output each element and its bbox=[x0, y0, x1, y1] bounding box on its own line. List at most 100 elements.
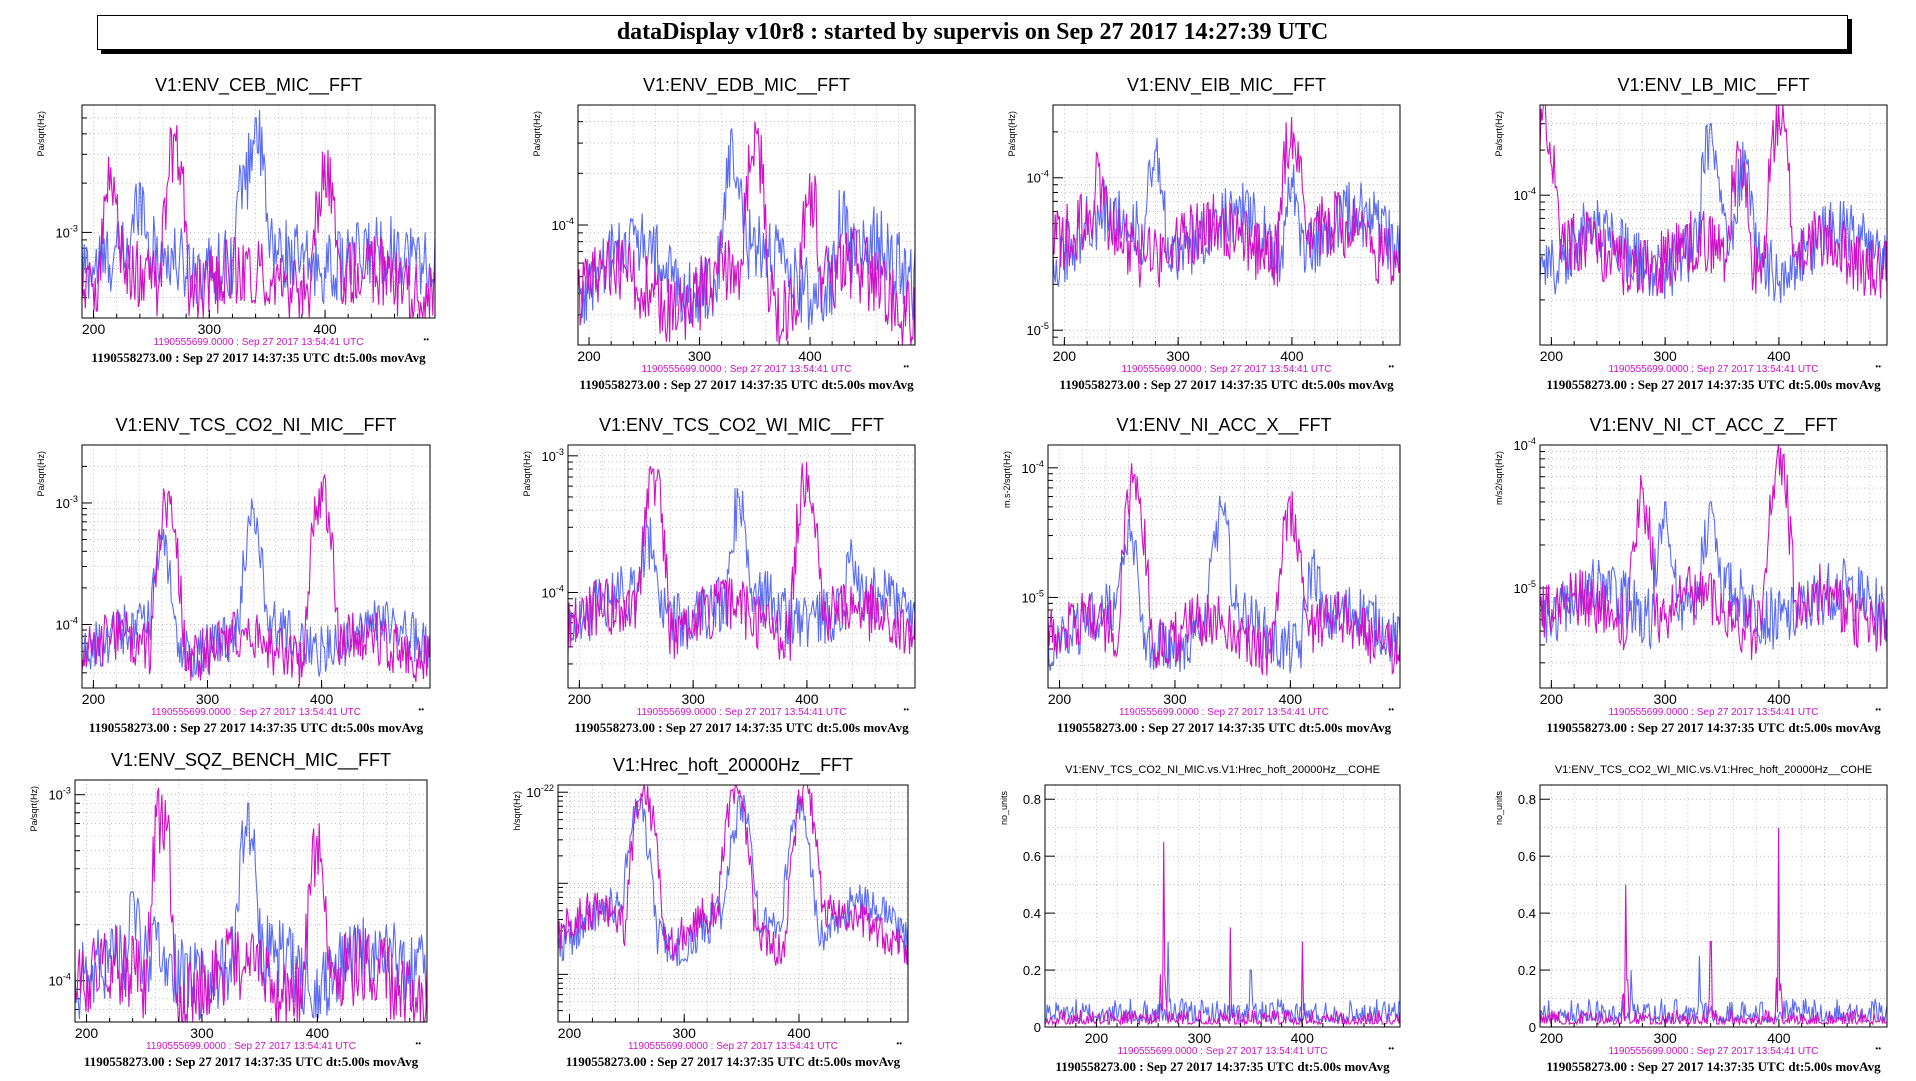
x-tick-label: 300 bbox=[1653, 1030, 1677, 1046]
chart-panel: V1:ENV_TCS_CO2_NI_MIC__FFT Pa/sqrt(Hz) 200… bbox=[36, 415, 431, 735]
chart-title: V1:ENV_TCS_CO2_NI_MIC.vs.V1:Hrec_hoft_20… bbox=[1065, 764, 1380, 776]
reference-text: 1190555699.0000 : Sep 27 2017 13:54:41 U… bbox=[642, 364, 852, 375]
y-tick-label: 0.6 bbox=[1023, 849, 1041, 864]
x-tick-label: 200 bbox=[82, 691, 106, 707]
plot-border bbox=[74, 779, 428, 1023]
chart-panel: V1:ENV_TCS_CO2_NI_MIC.vs.V1:Hrec_hoft_20… bbox=[999, 764, 1401, 1074]
y-tick-label: 10-3 bbox=[55, 223, 78, 240]
footer-text: 1190558273.00 : Sep 27 2017 14:37:35 UTC… bbox=[84, 1054, 419, 1069]
y-axis-label: Pa/sqrt(Hz) bbox=[532, 111, 542, 157]
x-tick-label: 300 bbox=[190, 1025, 214, 1041]
footer-text: 1190558273.00 : Sep 27 2017 14:37:35 UTC… bbox=[1057, 720, 1392, 735]
x-tick-label: 300 bbox=[673, 1025, 697, 1041]
y-axis-label: Pa/sqrt(Hz) bbox=[522, 451, 532, 497]
x-tick-label: 400 bbox=[1279, 691, 1303, 707]
series-current bbox=[74, 802, 428, 1020]
y-axis-label: Pa/sqrt(Hz) bbox=[29, 786, 39, 832]
plot-border bbox=[557, 784, 909, 1023]
x-tick-label: 400 bbox=[1767, 691, 1791, 707]
grid bbox=[1048, 445, 1400, 688]
series-reference bbox=[81, 473, 431, 686]
series-reference bbox=[81, 124, 436, 319]
chart-title: V1:ENV_EIB_MIC__FFT bbox=[1127, 75, 1326, 96]
axis-marker: •• bbox=[1875, 705, 1881, 714]
footer-text: 1190558273.00 : Sep 27 2017 14:37:35 UTC… bbox=[574, 720, 909, 735]
footer-text: 1190558273.00 : Sep 27 2017 14:37:35 UTC… bbox=[1055, 1059, 1390, 1074]
chart-title: V1:ENV_TCS_CO2_NI_MIC__FFT bbox=[115, 415, 396, 436]
x-tick-label: 200 bbox=[1540, 1030, 1564, 1046]
x-tick-label: 400 bbox=[787, 1025, 811, 1041]
footer-text: 1190558273.00 : Sep 27 2017 14:37:35 UTC… bbox=[1546, 1059, 1881, 1074]
chart-title: V1:ENV_CEB_MIC__FFT bbox=[155, 75, 362, 96]
y-tick-label: 10-4 bbox=[1026, 169, 1049, 186]
chart-panel: V1:ENV_NI_ACC_X__FFT m.s-2/sqrt(Hz) 200 300… bbox=[1002, 415, 1401, 735]
plot-frame bbox=[1047, 444, 1401, 689]
y-tick-label: 10-4 bbox=[1021, 459, 1044, 476]
display-title: dataDisplay v10r8 : started by supervis … bbox=[616, 19, 1329, 45]
plot-border bbox=[577, 104, 916, 346]
y-tick-label: 0.2 bbox=[1518, 963, 1536, 978]
plot-frame bbox=[1539, 784, 1888, 1028]
x-tick-label: 400 bbox=[313, 321, 337, 337]
x-tick-label: 400 bbox=[1767, 1030, 1791, 1046]
axis-marker: •• bbox=[418, 705, 424, 714]
chart-panel: V1:ENV_LB_MIC__FFT Pa/sqrt(Hz) 200 300 400 10… bbox=[1494, 75, 1888, 392]
reference-text: 1190555699.0000 : Sep 27 2017 13:54:41 U… bbox=[151, 707, 361, 718]
x-tick-label: 400 bbox=[310, 691, 334, 707]
footer-text: 1190558273.00 : Sep 27 2017 14:37:35 UTC… bbox=[91, 350, 426, 365]
grid bbox=[82, 445, 430, 689]
footer-text: 1190558273.00 : Sep 27 2017 14:37:35 UTC… bbox=[89, 720, 424, 735]
plot-border bbox=[1539, 784, 1888, 1028]
chart-panel: V1:ENV_TCS_CO2_WI_MIC.vs.V1:Hrec_hoft_20… bbox=[1494, 764, 1888, 1074]
x-tick-label: 200 bbox=[1540, 691, 1564, 707]
plot-border bbox=[1052, 104, 1401, 346]
x-tick-label: 400 bbox=[795, 691, 819, 707]
y-axis-label: Pa/sqrt(Hz) bbox=[1494, 111, 1504, 157]
reference-text: 1190555699.0000 : Sep 27 2017 13:54:41 U… bbox=[1118, 1046, 1328, 1057]
y-axis-label: h/sqrt(Hz) bbox=[512, 791, 522, 831]
series-current bbox=[1047, 495, 1401, 673]
axis-marker: •• bbox=[1875, 1044, 1881, 1053]
chart-panel: V1:ENV_NI_CT_ACC_Z__FFT m/s2/sqrt(Hz) 200 3… bbox=[1494, 415, 1888, 735]
y-tick-label: 0 bbox=[1034, 1020, 1041, 1035]
reference-text: 1190555699.0000 : Sep 27 2017 13:54:41 U… bbox=[146, 1041, 356, 1052]
chart-title: V1:ENV_NI_ACC_X__FFT bbox=[1116, 415, 1331, 436]
grid bbox=[568, 445, 915, 688]
chart-panel: V1:ENV_TCS_CO2_WI_MIC__FFT Pa/sqrt(Hz) 200… bbox=[522, 415, 916, 735]
grid bbox=[1045, 785, 1400, 1027]
chart-title: V1:ENV_TCS_CO2_WI_MIC.vs.V1:Hrec_hoft_20… bbox=[1555, 764, 1872, 776]
x-tick-label: 200 bbox=[82, 321, 106, 337]
axis-marker: •• bbox=[1388, 362, 1394, 371]
x-tick-label: 200 bbox=[1053, 348, 1077, 364]
y-axis-label: m/s2/sqrt(Hz) bbox=[1494, 451, 1504, 505]
plot-frame bbox=[1539, 104, 1888, 346]
footer-text: 1190558273.00 : Sep 27 2017 14:37:35 UTC… bbox=[1059, 377, 1394, 392]
series-reference bbox=[567, 462, 916, 661]
reference-text: 1190555699.0000 : Sep 27 2017 13:54:41 U… bbox=[628, 1041, 838, 1052]
chart-title: V1:ENV_NI_CT_ACC_Z__FFT bbox=[1589, 415, 1837, 436]
series-current bbox=[81, 498, 431, 679]
axis-marker: •• bbox=[415, 1039, 421, 1048]
y-tick-label: 10-4 bbox=[541, 583, 564, 600]
series-reference bbox=[1539, 104, 1888, 299]
x-tick-label: 300 bbox=[1653, 348, 1677, 364]
series-reference bbox=[1052, 117, 1401, 288]
chart-title: V1:ENV_TCS_CO2_WI_MIC__FFT bbox=[599, 415, 884, 436]
plot-border bbox=[81, 444, 431, 689]
y-tick-label: 0.8 bbox=[1518, 792, 1536, 807]
y-tick-label: 0.2 bbox=[1023, 963, 1041, 978]
y-tick-label: 10-22 bbox=[526, 783, 554, 800]
x-tick-label: 200 bbox=[75, 1025, 99, 1041]
x-tick-label: 300 bbox=[688, 348, 712, 364]
y-tick-label: 10-5 bbox=[1026, 321, 1049, 338]
x-tick-label: 300 bbox=[196, 691, 220, 707]
y-tick-label: 10-4 bbox=[551, 216, 574, 233]
footer-text: 1190558273.00 : Sep 27 2017 14:37:35 UTC… bbox=[579, 377, 914, 392]
y-tick-label: 10-5 bbox=[1021, 588, 1044, 605]
y-tick-label: 10-3 bbox=[48, 786, 71, 803]
x-tick-label: 200 bbox=[568, 691, 592, 707]
grid bbox=[1540, 445, 1887, 688]
axis-marker: •• bbox=[896, 1039, 902, 1048]
